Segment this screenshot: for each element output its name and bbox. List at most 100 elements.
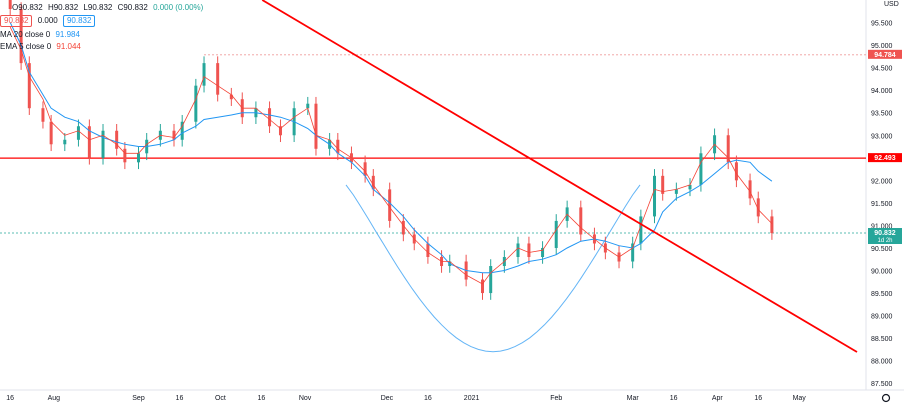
y-tick-label: 95.000 — [871, 43, 893, 50]
candle-body — [229, 94, 233, 100]
cup-curve — [345, 184, 641, 353]
candle-body — [123, 148, 127, 163]
gear-icon — [881, 393, 891, 403]
x-tick-label: Feb — [550, 395, 562, 402]
candle-body — [481, 279, 485, 294]
x-tick-label: May — [793, 395, 807, 402]
ema-label: EMA 5 close 0 — [0, 42, 52, 51]
ema-legend[interactable]: EMA 5 close 0 91.044 — [0, 42, 81, 51]
price-pill-ask[interactable]: 90.832 — [62, 15, 96, 27]
ohlc-legend: O90.832 H90.832 L90.832 C90.832 0.000 (0… — [12, 3, 206, 12]
candle-body — [268, 108, 272, 127]
x-tick-label: 16 — [754, 395, 762, 402]
ma-value: 91.984 — [55, 30, 80, 39]
price-tag-box — [868, 228, 902, 245]
ema5-line — [9, 26, 773, 285]
price-pill-spread: 0.000 — [37, 16, 58, 25]
candle-body — [371, 175, 375, 190]
trend-line — [261, 0, 858, 353]
price-tag-box — [868, 153, 902, 163]
candle-body — [278, 126, 282, 136]
y-tick-label: 95.500 — [871, 21, 893, 28]
y-tick-label: 90.000 — [871, 269, 893, 276]
candle-body — [639, 216, 643, 244]
x-tick-label: 16 — [424, 395, 432, 402]
y-tick-label: 94.500 — [871, 66, 893, 73]
candle-body — [306, 103, 310, 109]
x-tick-label: Oct — [215, 395, 226, 402]
candle-body — [41, 108, 45, 122]
x-tick-label: Dec — [381, 395, 394, 402]
candle-body — [76, 126, 80, 140]
candle-body — [401, 220, 405, 235]
candle-body — [19, 9, 23, 64]
open-value: O90.832 — [12, 3, 43, 12]
candle-body — [115, 130, 119, 149]
candle-body — [541, 247, 545, 257]
candle-body — [49, 121, 53, 145]
candle-body — [748, 180, 752, 199]
candle-body — [27, 63, 31, 109]
candle-body — [699, 153, 703, 185]
candle-body — [63, 139, 67, 145]
candle-body — [137, 153, 141, 163]
price-pill-bid[interactable]: 90.832 — [0, 15, 33, 27]
y-tick-label: 91.500 — [871, 201, 893, 208]
y-tick-label: 88.000 — [871, 359, 893, 366]
candle-body — [631, 243, 635, 262]
x-tick-label: Mar — [627, 395, 640, 402]
price-tag-countdown: 1d 2h — [877, 238, 892, 244]
y-tick-label: 89.500 — [871, 291, 893, 298]
currency-label: USD — [884, 1, 899, 8]
candle-body — [770, 216, 774, 234]
price-tag-label: 90.832 — [874, 230, 896, 237]
y-tick-label: 87.500 — [871, 381, 893, 388]
y-tick-label: 91.000 — [871, 223, 893, 230]
x-tick-label: 2021 — [464, 395, 480, 402]
ema-value: 91.044 — [56, 42, 81, 51]
candle-body — [363, 162, 367, 176]
y-tick-label: 90.500 — [871, 246, 893, 253]
high-value: H90.832 — [47, 3, 79, 12]
y-tick-label: 88.500 — [871, 336, 893, 343]
candle-body — [180, 121, 184, 140]
x-tick-label: 16 — [6, 395, 14, 402]
y-tick-label: 93.500 — [871, 111, 893, 118]
x-tick-label: Nov — [299, 395, 312, 402]
price-tag-label: 94.784 — [874, 52, 896, 59]
candle-body — [172, 130, 176, 140]
x-tick-label: Aug — [48, 395, 61, 402]
candle-body — [426, 243, 430, 257]
candle-body — [8, 0, 12, 10]
y-tick-label: 93.000 — [871, 133, 893, 140]
x-tick-label: 16 — [176, 395, 184, 402]
candle-body — [388, 189, 392, 221]
candle-body — [661, 175, 665, 194]
candle-body — [101, 130, 105, 158]
y-tick-label: 94.000 — [871, 88, 893, 95]
candle-body — [674, 189, 678, 194]
x-tick-label: Apr — [712, 395, 724, 402]
price-tag-label: 92.493 — [874, 155, 896, 162]
candle-body — [216, 63, 220, 95]
candle-body — [516, 243, 520, 257]
candle-body — [653, 175, 657, 217]
candle-body — [579, 207, 583, 235]
price-tag-box — [868, 49, 902, 59]
candle-body — [314, 103, 318, 149]
ma-legend[interactable]: MA 20 close 0 91.984 — [0, 30, 80, 39]
x-tick-label: Sep — [132, 395, 145, 402]
x-tick-label: 16 — [670, 395, 678, 402]
close-value: C90.832 — [117, 3, 148, 12]
candle-body — [194, 85, 198, 122]
candle-body — [554, 220, 558, 248]
candle-body — [336, 139, 340, 154]
candle-body — [726, 135, 730, 163]
candle-body — [756, 198, 760, 217]
candle-body — [688, 184, 692, 190]
change-value: 0.000 (0.00%) — [153, 3, 204, 12]
candle-body — [734, 162, 738, 181]
ma-label: MA 20 close 0 — [0, 30, 51, 39]
